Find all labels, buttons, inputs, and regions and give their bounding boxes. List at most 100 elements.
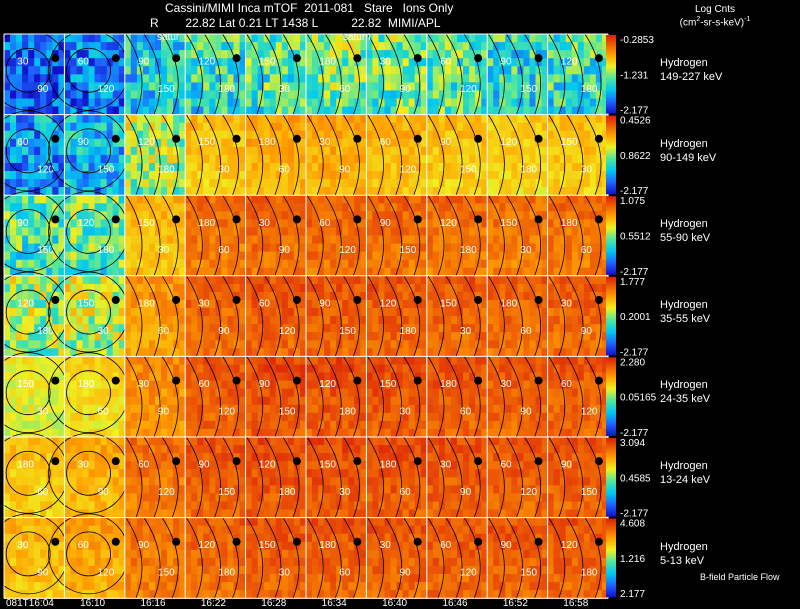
heatmap-cell: 90 150 xyxy=(124,517,186,599)
heatmap-cell: 180 60 xyxy=(48,352,129,438)
contour-label: 120 xyxy=(279,326,296,337)
contour-label: 150 xyxy=(440,298,457,309)
colorbar-min: -2.177 xyxy=(620,186,649,197)
colorbar-max: 3.094 xyxy=(620,438,645,449)
colorbar-max: -0.2853 xyxy=(620,35,654,46)
contour-label: 150 xyxy=(279,406,296,417)
contour-label: 60 xyxy=(339,568,351,579)
contour-label: 150 xyxy=(259,57,276,68)
energy-band-label: Hydrogen 55-90 keV xyxy=(660,217,710,245)
colorbar xyxy=(606,438,616,517)
x-tick-label: 16:16 xyxy=(140,598,166,609)
contour-label: 60 xyxy=(460,406,472,417)
heatmap-cell: 90 150 xyxy=(366,194,428,277)
contour-label: 60 xyxy=(561,379,573,390)
heatmap-cell: 150 30 xyxy=(366,356,428,438)
colorbar-max: 1.075 xyxy=(620,196,645,207)
heatmap-cell: 180 60 xyxy=(0,432,69,519)
heatmap-cell: 60 120 xyxy=(547,356,609,438)
heatmap-cell: 60 120 xyxy=(426,33,488,116)
contour-label: 120 xyxy=(98,568,115,579)
heatmap-cell: 30 90 xyxy=(124,356,186,438)
energy-band-label: Hydrogen 35-55 keV xyxy=(660,298,710,326)
contour-label: 120 xyxy=(339,245,356,256)
contour-label: 90 xyxy=(339,165,351,176)
contour-label: 120 xyxy=(37,165,54,176)
contour-label: 180 xyxy=(380,460,397,471)
energy-range-label: 35-55 keV xyxy=(660,312,711,325)
contour-label: 60 xyxy=(198,379,210,390)
heatmap-cell: 60 120 xyxy=(185,356,247,438)
contour-label: 90 xyxy=(279,245,291,256)
x-tick-label: 16:28 xyxy=(261,598,287,609)
contour-label: 60 xyxy=(581,245,593,256)
contour-label: 90 xyxy=(218,326,230,337)
contour-label: 60 xyxy=(440,57,452,68)
contour-label: 120 xyxy=(78,218,95,229)
colorbar-mid: 0.05165 xyxy=(620,393,657,404)
contour-label: 90 xyxy=(380,218,392,229)
species-label: Hydrogen xyxy=(660,137,708,150)
contour-label: 90 xyxy=(37,84,49,95)
contour-label: 60 xyxy=(78,57,90,68)
contour-label: 150 xyxy=(581,487,598,498)
contour-label: 30 xyxy=(440,460,452,471)
heatmap-cell: 30 90 xyxy=(306,114,367,196)
contour-label: 90 xyxy=(259,379,271,390)
contour-label: 90 xyxy=(440,137,452,148)
heatmap-cell: 180 60 xyxy=(366,436,428,519)
colorbar-mid: 0.5512 xyxy=(620,232,651,243)
heatmap-cell: 150 30 xyxy=(426,275,488,357)
contour-label: 60 xyxy=(520,326,532,337)
heatmap-cell: 180 60 xyxy=(306,33,367,116)
heatmap-cell: 30 90 xyxy=(547,275,609,357)
contour-label: 120 xyxy=(198,540,215,551)
heatmap-cell: 150 30 xyxy=(547,114,609,196)
contour-label: 150 xyxy=(520,568,537,579)
x-tick-label: 16:46 xyxy=(442,598,468,609)
contour-label: 90 xyxy=(37,568,49,579)
energy-range-label: 5-13 keV xyxy=(660,554,705,567)
contour-label: 180 xyxy=(158,165,175,176)
contour-label: 180 xyxy=(339,406,356,417)
colorbar xyxy=(606,196,616,275)
heatmap-cell: 120 180 xyxy=(245,436,307,519)
energy-range-label: 55-90 keV xyxy=(660,232,711,245)
contour-label: 60 xyxy=(158,326,170,337)
colorbar-max: 4.608 xyxy=(620,519,645,530)
contour-label: 60 xyxy=(78,540,90,551)
contour-label: 120 xyxy=(380,298,397,309)
heatmap-cell: 180 60 xyxy=(185,194,247,277)
heatmap-cell: 60 120 xyxy=(306,194,367,277)
contour-label: 120 xyxy=(138,137,155,148)
contour-label: 30 xyxy=(98,326,110,337)
heatmap-cell: 180 60 xyxy=(306,517,367,599)
heatmap-cell: 120 180 xyxy=(487,114,549,196)
heatmap-cell: 120 180 xyxy=(366,275,428,357)
energy-range-label: 24-35 keV xyxy=(660,393,711,406)
heatmap-cell: 30 90 xyxy=(487,356,549,438)
contour-label: 120 xyxy=(400,165,417,176)
x-tick-label: 16:58 xyxy=(563,598,589,609)
heatmap-cell: 150 30 xyxy=(185,114,247,196)
contour-label: 90 xyxy=(158,406,170,417)
contour-label: 30 xyxy=(279,568,291,579)
contour-label: 150 xyxy=(218,487,235,498)
heatmap-cell: 60 120 xyxy=(245,275,307,357)
colorbar xyxy=(606,357,616,436)
colorbar-mid: -1.231 xyxy=(620,70,649,81)
heatmap-cell: 60 120 xyxy=(426,517,488,599)
heatmap-cell: 150 30 xyxy=(124,194,186,277)
heatmap-cell: 150 30 xyxy=(0,352,69,438)
contour-label: 30 xyxy=(561,298,573,309)
contour-label: 150 xyxy=(17,379,34,390)
heatmap-cell: 120 180 xyxy=(547,517,609,599)
x-tick-label: 16:34 xyxy=(321,598,347,609)
contour-label: 90 xyxy=(319,298,331,309)
contour-label: 180 xyxy=(561,218,578,229)
contour-label: 180 xyxy=(78,379,95,390)
contour-label: 90 xyxy=(500,57,512,68)
contour-label: 30 xyxy=(158,245,170,256)
heatmap-cell: 30 90 xyxy=(366,517,428,599)
contour-label: 30 xyxy=(581,165,593,176)
